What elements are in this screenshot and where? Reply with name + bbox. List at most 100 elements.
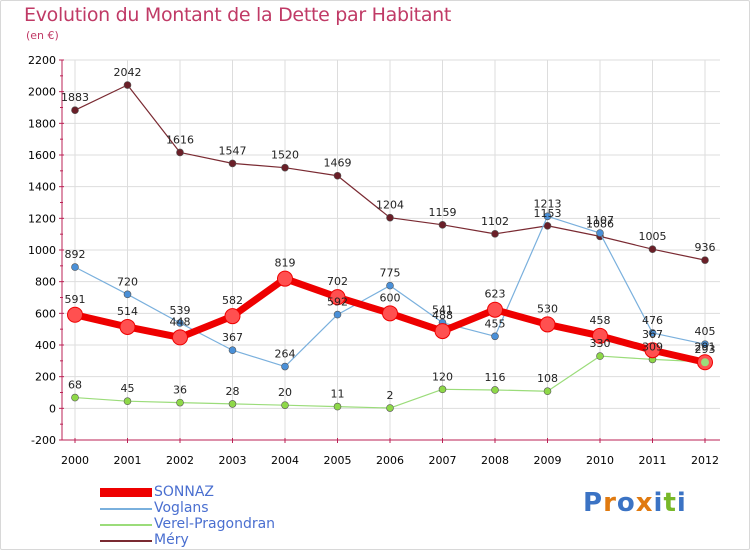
x-tick-label: 2000 <box>61 454 89 467</box>
data-point-m-ry <box>543 221 552 230</box>
y-tick-label: 600 <box>35 307 56 320</box>
data-point-voglans <box>281 362 289 371</box>
x-tick-label: 2011 <box>639 454 667 467</box>
data-label-m-ry: 2042 <box>114 66 142 79</box>
data-point-verel-pragondran <box>176 398 184 407</box>
data-point-voglans <box>386 281 394 290</box>
data-point-sonnaz <box>277 270 293 287</box>
legend-label-verel-pragondran: Verel-Pragondran <box>154 516 276 532</box>
data-point-sonnaz <box>224 308 241 325</box>
data-label-m-ry: 1159 <box>429 206 457 219</box>
data-label-m-ry: 936 <box>695 241 716 254</box>
data-point-verel-pragondran <box>438 385 447 394</box>
data-label-voglans: 720 <box>117 275 138 288</box>
legend-swatch-voglans <box>100 507 152 510</box>
x-tick-label: 2006 <box>376 454 404 467</box>
data-point-sonnaz <box>329 289 346 306</box>
data-label-m-ry: 1520 <box>271 149 299 162</box>
data-point-sonnaz <box>592 327 608 344</box>
data-label-voglans: 455 <box>485 317 506 330</box>
data-point-voglans <box>176 319 184 327</box>
data-point-verel-pragondran <box>491 386 499 394</box>
data-point-voglans <box>596 229 604 237</box>
data-label-m-ry: 1086 <box>586 217 614 230</box>
x-tick-label: 2003 <box>219 454 247 467</box>
legend-swatch-sonnaz <box>100 488 152 497</box>
data-label-verel-pragondran: 20 <box>278 386 292 399</box>
data-label-voglans: 775 <box>380 267 401 280</box>
data-label-voglans: 539 <box>170 304 191 317</box>
data-label-sonnaz: 458 <box>590 314 611 327</box>
y-tick-label: 200 <box>35 371 56 384</box>
data-label-sonnaz: 819 <box>275 257 296 270</box>
data-label-voglans: 1107 <box>586 214 614 227</box>
legend-label-sonnaz: SONNAZ <box>154 484 215 500</box>
data-point-verel-pragondran <box>281 401 289 409</box>
data-point-verel-pragondran <box>543 387 552 396</box>
data-point-m-ry <box>176 148 184 157</box>
data-label-verel-pragondran: 108 <box>537 372 558 385</box>
x-tick-label: 2004 <box>271 454 299 467</box>
data-point-verel-pragondran <box>333 402 342 411</box>
data-point-sonnaz <box>487 301 503 318</box>
data-point-verel-pragondran <box>228 400 237 408</box>
data-point-sonnaz <box>172 329 188 346</box>
legend-label-voglans: Voglans <box>154 500 209 516</box>
legend-swatch-m-ry <box>100 539 152 542</box>
data-point-m-ry <box>438 221 447 229</box>
y-tick-label: 1200 <box>28 212 56 225</box>
data-label-m-ry: 1102 <box>481 215 509 228</box>
data-label-voglans: 892 <box>65 248 86 261</box>
data-point-sonnaz <box>382 305 398 322</box>
x-tick-label: 2005 <box>324 454 352 467</box>
data-label-verel-pragondran: 293 <box>695 343 716 356</box>
data-label-m-ry: 1005 <box>639 230 667 243</box>
data-label-sonnaz: 530 <box>537 302 558 315</box>
data-label-m-ry: 1204 <box>376 199 404 212</box>
data-label-sonnaz: 488 <box>432 309 453 322</box>
data-label-verel-pragondran: 36 <box>173 384 187 397</box>
data-point-m-ry <box>281 163 289 172</box>
data-point-voglans <box>228 346 237 355</box>
y-tick-label: 400 <box>35 339 56 352</box>
data-label-verel-pragondran: 116 <box>485 371 506 384</box>
y-tick-label: 1400 <box>28 181 56 194</box>
data-label-voglans: 592 <box>327 296 348 309</box>
data-label-sonnaz: 291 <box>695 340 716 353</box>
data-label-verel-pragondran: 2 <box>387 389 394 402</box>
data-label-m-ry: 1469 <box>324 157 352 170</box>
data-label-verel-pragondran: 68 <box>68 379 82 392</box>
data-point-sonnaz <box>119 318 136 335</box>
data-point-m-ry <box>491 230 499 238</box>
data-label-sonnaz: 591 <box>65 293 86 306</box>
data-point-m-ry <box>333 171 342 180</box>
data-label-sonnaz: 702 <box>327 275 348 288</box>
data-point-m-ry <box>648 245 657 254</box>
data-point-verel-pragondran <box>386 404 394 412</box>
data-point-sonnaz <box>539 316 556 333</box>
chart-subtitle: (en €) <box>26 29 59 42</box>
data-point-m-ry <box>123 81 132 89</box>
data-label-sonnaz: 582 <box>222 294 243 307</box>
x-tick-label: 2010 <box>586 454 614 467</box>
y-tick-label: 2000 <box>28 86 56 99</box>
data-label-verel-pragondran: 120 <box>432 370 453 383</box>
y-tick-label: 800 <box>35 276 56 289</box>
data-label-voglans: 476 <box>642 314 663 327</box>
data-label-voglans: 367 <box>222 331 243 344</box>
data-point-verel-pragondran <box>71 393 79 402</box>
x-tick-label: 2008 <box>481 454 509 467</box>
x-tick-label: 2012 <box>691 454 719 467</box>
data-point-voglans <box>543 212 552 221</box>
data-label-voglans: 541 <box>432 304 453 317</box>
x-tick-label: 2002 <box>166 454 194 467</box>
data-label-sonnaz: 600 <box>380 291 401 304</box>
data-point-voglans <box>123 290 132 299</box>
data-point-voglans <box>333 310 342 319</box>
data-point-voglans <box>71 263 79 271</box>
y-tick-label: 1600 <box>28 149 56 162</box>
data-label-verel-pragondran: 28 <box>226 385 240 398</box>
data-label-sonnaz: 367 <box>642 328 663 341</box>
y-tick-label: 1000 <box>28 244 56 257</box>
